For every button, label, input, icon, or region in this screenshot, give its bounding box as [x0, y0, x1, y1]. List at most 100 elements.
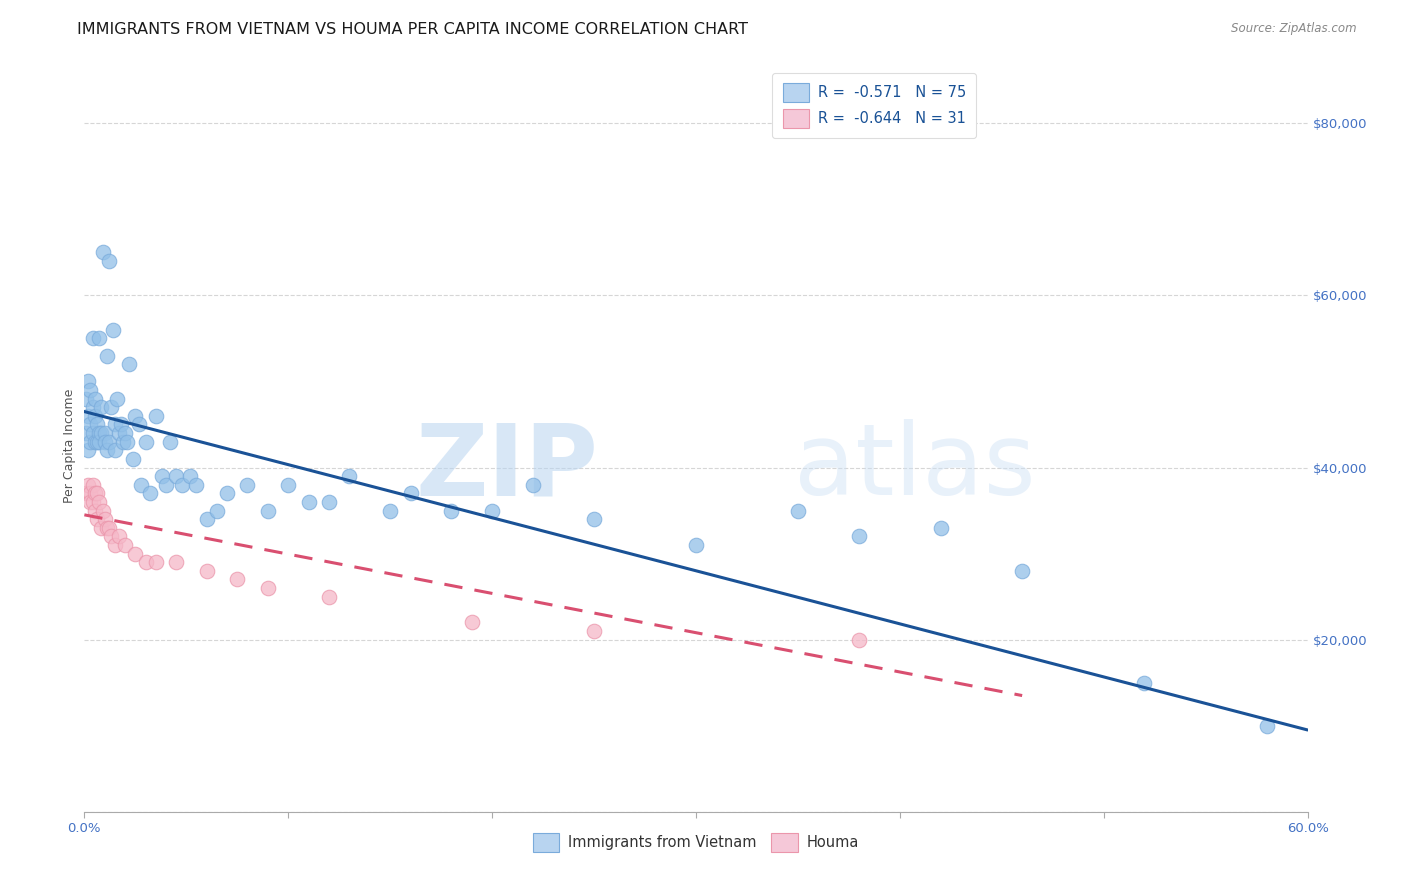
Point — [205, 503, 228, 517]
Point — [75, 426, 97, 441]
Point — [93, 426, 115, 441]
Point — [150, 469, 173, 483]
Point — [93, 512, 115, 526]
Text: ZIP: ZIP — [415, 419, 598, 516]
Point — [165, 555, 187, 569]
Point — [79, 383, 101, 397]
Point — [90, 426, 112, 441]
Point — [787, 503, 810, 517]
Point — [481, 503, 503, 517]
Point — [108, 529, 131, 543]
Point — [110, 417, 132, 432]
Point — [112, 434, 135, 449]
Point — [108, 426, 131, 441]
Point — [145, 555, 167, 569]
Point — [86, 486, 108, 500]
Point — [96, 443, 118, 458]
Point — [93, 434, 115, 449]
Point — [97, 254, 120, 268]
Point — [583, 624, 606, 638]
Point — [685, 538, 707, 552]
Point — [83, 409, 105, 423]
Point — [83, 434, 105, 449]
Point — [100, 529, 122, 543]
Point — [135, 555, 157, 569]
Point — [82, 331, 104, 345]
Point — [77, 477, 100, 491]
Point — [77, 375, 100, 389]
Legend: Immigrants from Vietnam, Houma: Immigrants from Vietnam, Houma — [526, 826, 866, 859]
Point — [105, 392, 128, 406]
Point — [100, 401, 122, 415]
Point — [318, 590, 340, 604]
Point — [104, 443, 127, 458]
Point — [195, 564, 218, 578]
Point — [83, 392, 105, 406]
Point — [124, 547, 146, 561]
Point — [97, 434, 120, 449]
Point — [118, 357, 141, 371]
Point — [461, 615, 484, 630]
Point — [87, 495, 110, 509]
Point — [79, 434, 101, 449]
Point — [104, 417, 127, 432]
Point — [101, 323, 124, 337]
Point — [79, 495, 101, 509]
Point — [135, 434, 157, 449]
Point — [172, 477, 194, 491]
Point — [96, 349, 118, 363]
Point — [83, 486, 105, 500]
Point — [114, 538, 136, 552]
Point — [159, 434, 181, 449]
Point — [1256, 719, 1278, 733]
Point — [179, 469, 201, 483]
Point — [122, 451, 145, 466]
Point — [145, 409, 167, 423]
Point — [87, 331, 110, 345]
Text: IMMIGRANTS FROM VIETNAM VS HOUMA PER CAPITA INCOME CORRELATION CHART: IMMIGRANTS FROM VIETNAM VS HOUMA PER CAP… — [77, 22, 748, 37]
Point — [75, 486, 97, 500]
Y-axis label: Per Capita Income: Per Capita Income — [63, 389, 76, 503]
Point — [339, 469, 361, 483]
Point — [82, 401, 104, 415]
Point — [79, 486, 101, 500]
Point — [165, 469, 187, 483]
Point — [114, 426, 136, 441]
Point — [79, 417, 101, 432]
Point — [195, 512, 218, 526]
Point — [124, 409, 146, 423]
Point — [83, 503, 105, 517]
Point — [138, 486, 160, 500]
Point — [86, 417, 108, 432]
Point — [257, 581, 280, 595]
Point — [522, 477, 544, 491]
Point — [87, 434, 110, 449]
Text: Source: ZipAtlas.com: Source: ZipAtlas.com — [1232, 22, 1357, 36]
Point — [257, 503, 280, 517]
Point — [1011, 564, 1033, 578]
Point — [86, 434, 108, 449]
Point — [77, 443, 100, 458]
Point — [1133, 675, 1156, 690]
Point — [583, 512, 606, 526]
Point — [90, 521, 112, 535]
Point — [318, 495, 340, 509]
Point — [128, 417, 150, 432]
Point — [86, 512, 108, 526]
Point — [399, 486, 422, 500]
Point — [226, 573, 249, 587]
Point — [104, 538, 127, 552]
Point — [155, 477, 177, 491]
Point — [217, 486, 239, 500]
Point — [87, 426, 110, 441]
Point — [929, 521, 952, 535]
Point — [236, 477, 259, 491]
Point — [82, 426, 104, 441]
Point — [96, 521, 118, 535]
Point — [186, 477, 208, 491]
Point — [77, 409, 100, 423]
Point — [97, 521, 120, 535]
Point — [91, 245, 114, 260]
Point — [131, 477, 153, 491]
Point — [848, 632, 870, 647]
